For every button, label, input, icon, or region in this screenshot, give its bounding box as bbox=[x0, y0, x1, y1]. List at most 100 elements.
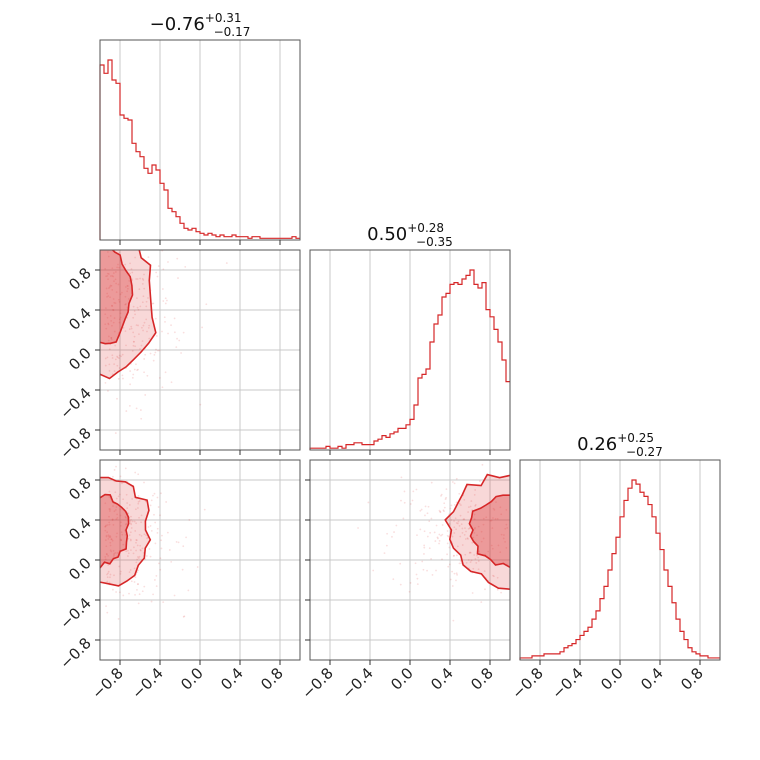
sample-point bbox=[118, 357, 120, 360]
sample-point bbox=[141, 547, 144, 550]
sample-point bbox=[451, 585, 454, 587]
sample-point bbox=[121, 353, 124, 356]
sample-point bbox=[446, 534, 449, 537]
sample-point bbox=[399, 583, 402, 586]
sample-point bbox=[125, 410, 128, 412]
sample-point bbox=[473, 531, 476, 534]
sample-point bbox=[114, 271, 117, 273]
sample-point bbox=[176, 337, 178, 340]
sample-point bbox=[513, 563, 515, 565]
sample-point bbox=[104, 381, 107, 384]
sample-point bbox=[444, 498, 447, 500]
sample-point bbox=[478, 550, 481, 553]
sample-point bbox=[434, 540, 437, 542]
sample-point bbox=[183, 615, 186, 618]
sample-point bbox=[137, 502, 140, 505]
sample-point bbox=[133, 546, 135, 549]
sample-point bbox=[124, 303, 127, 306]
sample-point bbox=[492, 507, 495, 510]
sample-point bbox=[109, 541, 112, 544]
sample-point bbox=[154, 317, 157, 320]
sample-point bbox=[473, 518, 476, 521]
sample-point bbox=[117, 298, 120, 301]
sample-point bbox=[543, 531, 545, 533]
sample-point bbox=[111, 304, 113, 307]
sample-point bbox=[511, 511, 513, 513]
sample-point bbox=[137, 368, 139, 371]
sample-point bbox=[145, 216, 147, 218]
sample-point bbox=[122, 498, 125, 501]
sample-point bbox=[126, 502, 129, 504]
sample-point bbox=[148, 337, 151, 340]
sample-point bbox=[175, 346, 178, 349]
sample-point bbox=[105, 535, 108, 538]
sample-point bbox=[440, 534, 442, 537]
sample-point bbox=[109, 549, 112, 552]
y-tick-label: 0.0 bbox=[65, 554, 95, 584]
sample-point bbox=[105, 327, 108, 330]
sample-point bbox=[137, 494, 140, 497]
sample-point bbox=[493, 508, 496, 511]
sample-point bbox=[428, 547, 431, 550]
sample-point bbox=[159, 514, 161, 517]
sample-point bbox=[474, 557, 477, 560]
histogram-line bbox=[519, 479, 720, 660]
sample-point bbox=[164, 297, 167, 300]
sample-point bbox=[136, 278, 139, 280]
sample-point bbox=[435, 524, 438, 527]
sample-point bbox=[128, 404, 131, 407]
sample-point bbox=[144, 500, 147, 503]
sample-point bbox=[537, 504, 539, 506]
sample-point bbox=[469, 551, 471, 554]
sample-point bbox=[145, 555, 148, 557]
sample-point bbox=[440, 495, 442, 497]
sample-point bbox=[111, 519, 114, 521]
sample-point bbox=[106, 292, 109, 295]
sample-point bbox=[158, 377, 161, 379]
sample-point bbox=[464, 538, 467, 540]
sample-point bbox=[142, 329, 144, 332]
sample-point bbox=[505, 546, 508, 549]
sample-point bbox=[423, 530, 426, 533]
sample-point bbox=[135, 549, 137, 552]
sample-point bbox=[467, 538, 469, 540]
sample-point bbox=[139, 549, 142, 552]
sample-point bbox=[163, 316, 166, 319]
sample-point bbox=[138, 333, 140, 336]
sample-point bbox=[438, 533, 441, 536]
sample-point bbox=[166, 531, 169, 534]
sample-point bbox=[117, 283, 120, 286]
sample-point bbox=[127, 245, 129, 247]
sample-point bbox=[114, 491, 117, 494]
param-title: 0.50+0.28 −0.35 bbox=[367, 221, 453, 249]
y-tick-label: 0.0 bbox=[65, 344, 95, 374]
sample-point bbox=[111, 357, 114, 359]
sample-point bbox=[105, 275, 107, 278]
sample-point bbox=[111, 354, 114, 357]
sample-point bbox=[117, 263, 119, 266]
density-contour-outer bbox=[444, 473, 510, 591]
sample-point bbox=[474, 504, 477, 507]
sample-point bbox=[481, 463, 484, 466]
sample-point bbox=[107, 339, 110, 342]
sample-point bbox=[137, 473, 140, 476]
sample-point bbox=[466, 537, 469, 540]
sample-point bbox=[148, 548, 151, 550]
sample-point bbox=[152, 302, 155, 305]
sample-point bbox=[108, 581, 111, 584]
sample-point bbox=[502, 537, 505, 540]
sample-point bbox=[117, 223, 119, 225]
sample-point bbox=[450, 504, 453, 507]
sample-point bbox=[128, 504, 131, 506]
sample-point bbox=[433, 531, 436, 534]
sample-point bbox=[462, 518, 465, 521]
sample-point bbox=[141, 301, 144, 304]
sample-point bbox=[140, 534, 143, 537]
sample-point bbox=[139, 277, 142, 280]
sample-point bbox=[469, 551, 472, 554]
sample-point bbox=[409, 582, 412, 584]
sample-point bbox=[383, 552, 386, 555]
sample-point bbox=[109, 508, 112, 511]
sample-point bbox=[104, 555, 107, 558]
sample-point bbox=[477, 568, 480, 571]
